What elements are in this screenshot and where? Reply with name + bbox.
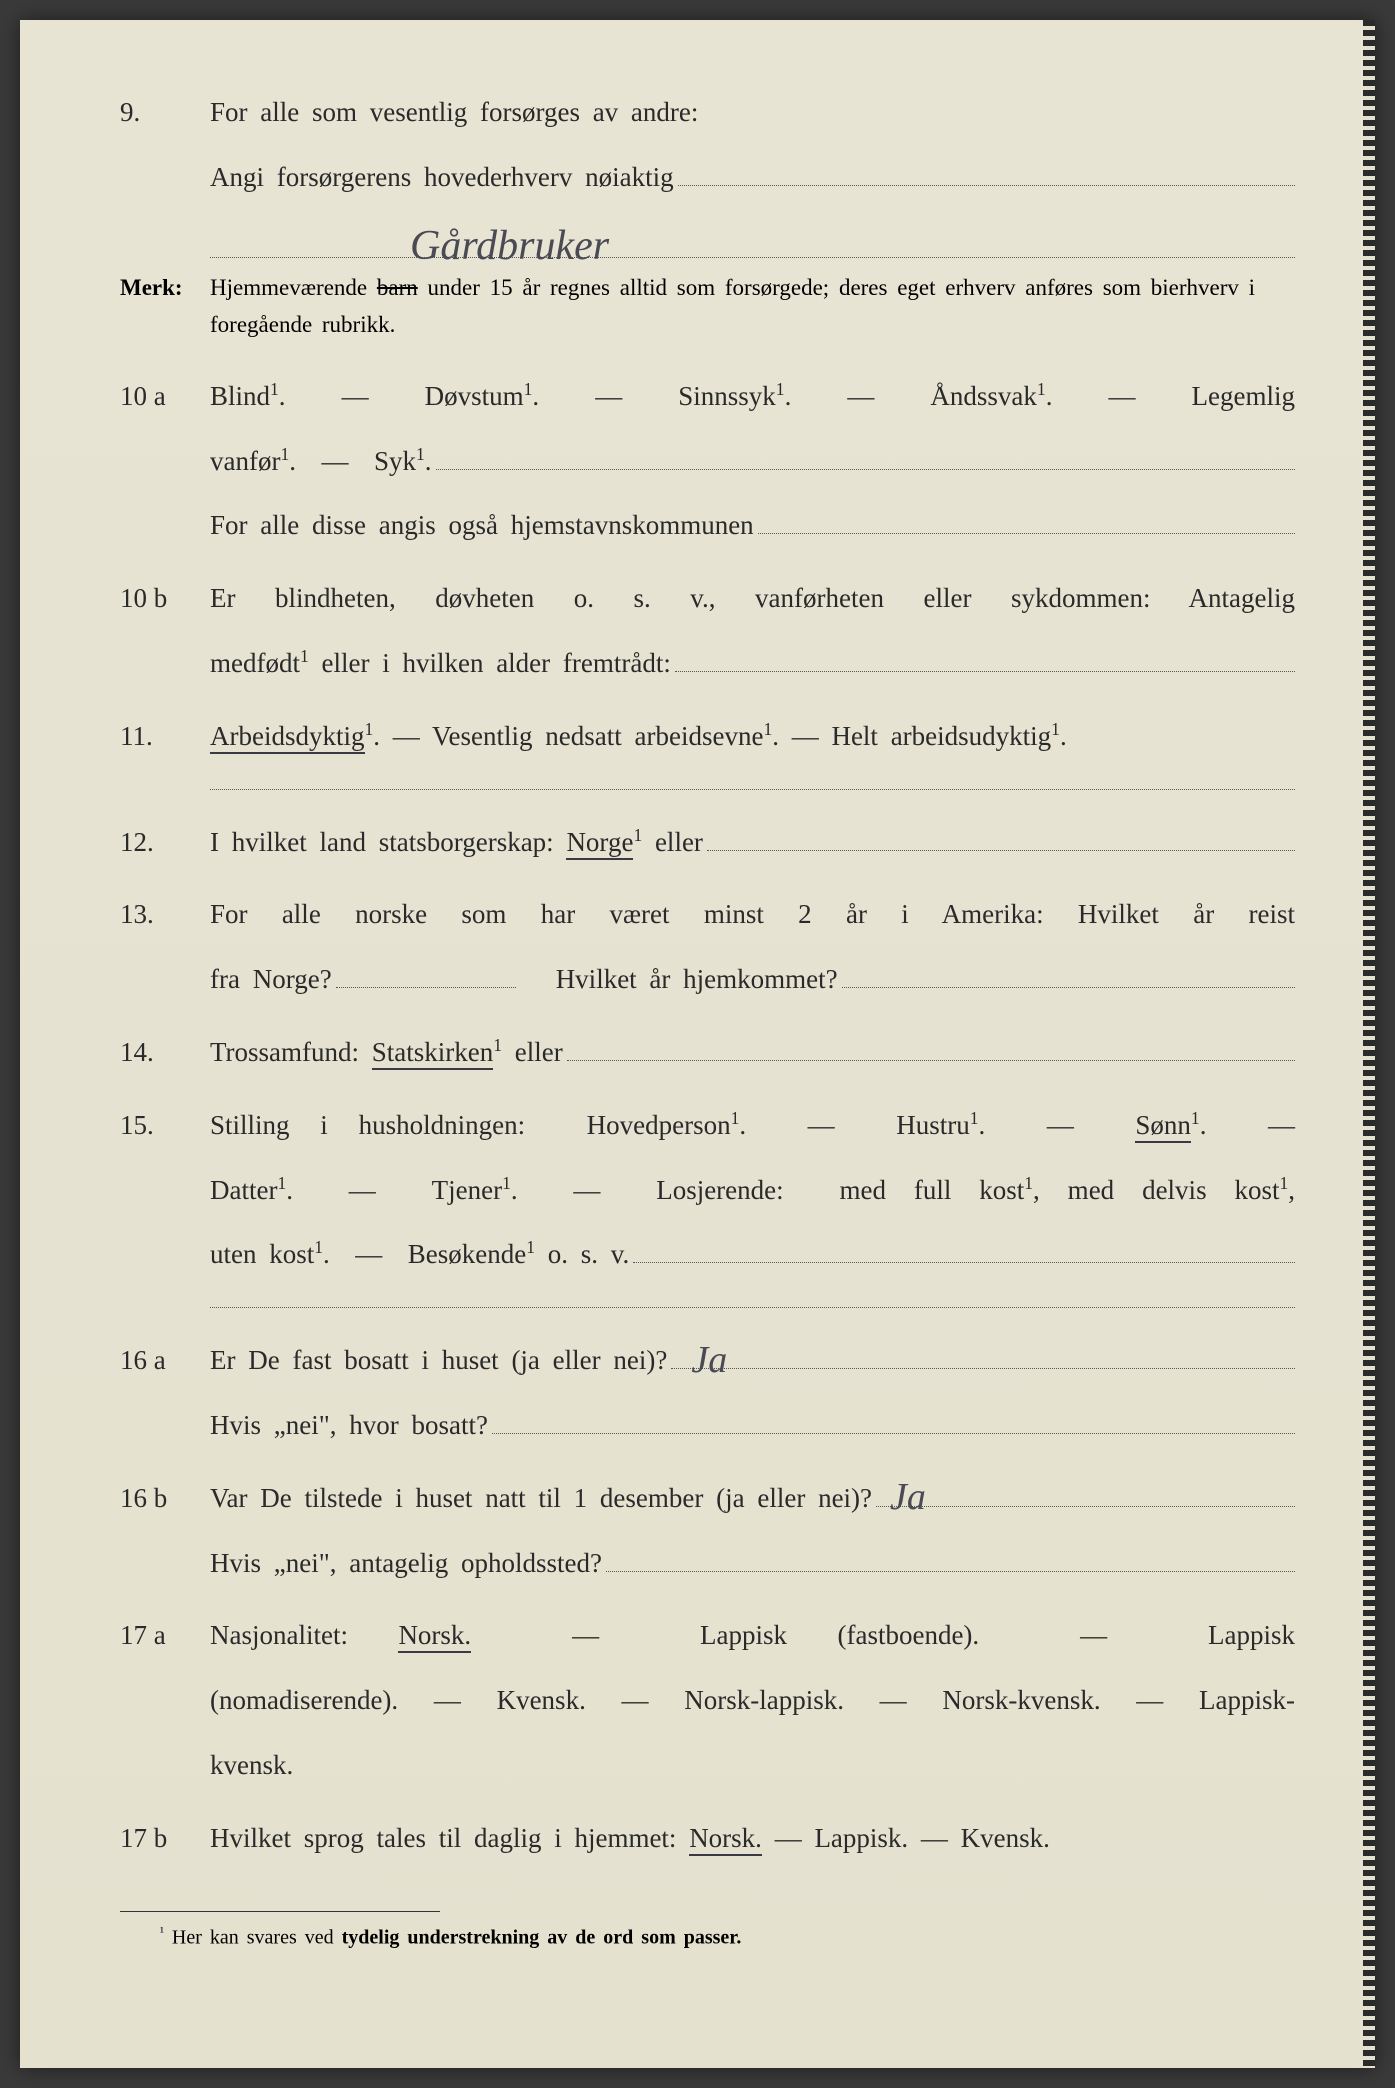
q12-number: 12. (120, 810, 210, 875)
q10a-options-line1: Blind1. — Døvstum1. — Sinnssyk1. — Åndss… (210, 364, 1295, 429)
q9-number: 9. (120, 80, 210, 258)
q16b-number: 16 b (120, 1466, 210, 1596)
q15-underlined: Sønn (1135, 1110, 1191, 1143)
q17a-number: 17 a (120, 1603, 210, 1797)
q9-line2-fill (678, 153, 1295, 185)
q16a-handwritten: Ja (691, 1315, 727, 1406)
q17b-underlined: Norsk. (689, 1823, 762, 1856)
section-divider-1 (210, 789, 1295, 790)
q17a-underlined: Norsk. (398, 1620, 471, 1653)
question-15: 15. Stilling i husholdningen: Hovedperso… (120, 1093, 1295, 1287)
question-17b: 17 b Hvilket sprog tales til daglig i hj… (120, 1806, 1295, 1871)
q15-line1: Stilling i husholdningen: Hovedperson1. … (210, 1093, 1295, 1158)
q9-line2: Angi forsørgerens hovederhverv nøiaktig (210, 145, 1295, 210)
q16a-line1-text: Er De fast bosatt i huset (ja eller nei)… (210, 1328, 667, 1393)
q16a-content: Er De fast bosatt i huset (ja eller nei)… (210, 1328, 1295, 1458)
q10b-line1: Er blindheten, døvheten o. s. v., vanfør… (210, 566, 1295, 631)
q12-pre: I hvilket land statsborgerskap: (210, 827, 566, 857)
q14-pre: Trossamfund: (210, 1037, 372, 1067)
q13-line2a: fra Norge? (210, 947, 332, 1012)
q16b-line2: Hvis „nei", antagelig opholdssted? (210, 1531, 1295, 1596)
q16b-line2-text: Hvis „nei", antagelig opholdssted? (210, 1531, 602, 1596)
q9-line1: For alle som vesentlig forsørges av andr… (210, 80, 1295, 145)
q14-number: 14. (120, 1020, 210, 1085)
q16b-line1: Var De tilstede i huset natt til 1 desem… (210, 1466, 1295, 1531)
merk-text: Hjemmeværende barn under 15 år regnes al… (210, 270, 1295, 344)
q10a-hjemstavn: For alle disse angis også hjemstavnskomm… (210, 493, 1295, 558)
q10b-content: Er blindheten, døvheten o. s. v., vanfør… (210, 566, 1295, 696)
merk-note: Merk: Hjemmeværende barn under 15 år reg… (120, 270, 1295, 344)
footnote-bold: tydelig understrekning av de ord som pas… (342, 1926, 742, 1948)
footnote-text: Her kan svares ved (164, 1926, 342, 1948)
q10a-number: 10 a (120, 364, 210, 558)
q10a-content: Blind1. — Døvstum1. — Sinnssyk1. — Åndss… (210, 364, 1295, 558)
q16a-line2: Hvis „nei", hvor bosatt? (210, 1393, 1295, 1458)
footnote-rule (120, 1911, 440, 1912)
q14-underlined: Statskirken (372, 1037, 494, 1070)
q16b-line1-text: Var De tilstede i huset natt til 1 desem… (210, 1466, 872, 1531)
question-9: 9. For alle som vesentlig forsørges av a… (120, 80, 1295, 258)
question-10b: 10 b Er blindheten, døvheten o. s. v., v… (120, 566, 1295, 696)
q10a-line2-text: For alle disse angis også hjemstavnskomm… (210, 493, 754, 558)
q10b-number: 10 b (120, 566, 210, 696)
q13-line2b: Hvilket år hjemkommet? (556, 947, 838, 1012)
q15-number: 15. (120, 1093, 210, 1287)
q15-line3: uten kost1. — Besøkende1 o. s. v. (210, 1222, 1295, 1287)
q12-content: I hvilket land statsborgerskap: Norge1 e… (210, 810, 1295, 875)
question-16b: 16 b Var De tilstede i huset natt til 1 … (120, 1466, 1295, 1596)
section-divider-2 (210, 1307, 1295, 1308)
q13-line1: For alle norske som har været minst 2 år… (210, 882, 1295, 947)
q16a-line2-text: Hvis „nei", hvor bosatt? (210, 1393, 488, 1458)
q14-content: Trossamfund: Statskirken1 eller (210, 1020, 1295, 1085)
question-14: 14. Trossamfund: Statskirken1 eller (120, 1020, 1295, 1085)
q17a-pre: Nasjonalitet: (210, 1620, 398, 1650)
q10a-options-line2: vanfør1. — Syk1. (210, 429, 1295, 494)
question-16a: 16 a Er De fast bosatt i huset (ja eller… (120, 1328, 1295, 1458)
q17b-content: Hvilket sprog tales til daglig i hjemmet… (210, 1806, 1295, 1871)
question-13: 13. For alle norske som har været minst … (120, 882, 1295, 1012)
q16b-handwritten: Ja (890, 1452, 926, 1543)
q15-line2: Datter1. — Tjener1. — Losjerende: med fu… (210, 1158, 1295, 1223)
question-11: 11. Arbeidsdyktig1. — Vesentlig nedsatt … (120, 704, 1295, 769)
q16b-content: Var De tilstede i huset natt til 1 desem… (210, 1466, 1295, 1596)
merk-label: Merk: (120, 270, 210, 344)
q13-number: 13. (120, 882, 210, 1012)
q17b-rest: — Lappisk. — Kvensk. (762, 1823, 1050, 1853)
q9-answer-line: Gårdbruker (210, 210, 1295, 259)
q13-content: For alle norske som har været minst 2 år… (210, 882, 1295, 1012)
q17b-number: 17 b (120, 1806, 210, 1871)
q16a-number: 16 a (120, 1328, 210, 1458)
q13-line2: fra Norge? Hvilket år hjemkommet? (210, 947, 1295, 1012)
q15-content: Stilling i husholdningen: Hovedperson1. … (210, 1093, 1295, 1287)
q10b-line2: medfødt1 eller i hvilken alder fremtrådt… (210, 631, 1295, 696)
footnote: ¹ Her kan svares ved tydelig understrekn… (120, 1924, 1295, 1950)
q9-handwritten: Gårdbruker (410, 196, 609, 297)
q12-underlined: Norge (566, 827, 633, 860)
question-10a: 10 a Blind1. — Døvstum1. — Sinnssyk1. — … (120, 364, 1295, 558)
merk-text-1: Hjemmeværende (210, 275, 377, 300)
q17a-content: Nasjonalitet: Norsk. — Lappisk (fastboen… (210, 1603, 1295, 1797)
q17b-pre: Hvilket sprog tales til daglig i hjemmet… (210, 1823, 689, 1853)
q16a-line1: Er De fast bosatt i huset (ja eller nei)… (210, 1328, 1295, 1393)
q11-number: 11. (120, 704, 210, 769)
q11-underlined: Arbeidsdyktig (210, 721, 365, 754)
question-12: 12. I hvilket land statsborgerskap: Norg… (120, 810, 1295, 875)
q11-content: Arbeidsdyktig1. — Vesentlig nedsatt arbe… (210, 704, 1295, 769)
document-page: 9. For alle som vesentlig forsørges av a… (20, 20, 1375, 2068)
question-17a: 17 a Nasjonalitet: Norsk. — Lappisk (fas… (120, 1603, 1295, 1797)
q9-content: For alle som vesentlig forsørges av andr… (210, 80, 1295, 258)
